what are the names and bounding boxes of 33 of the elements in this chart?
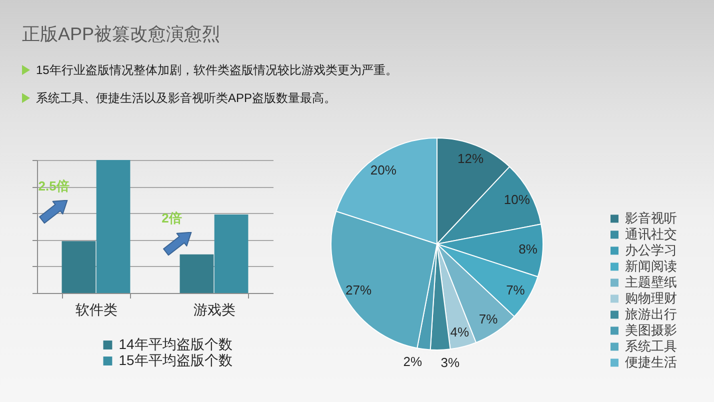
data-label: 4% (450, 324, 470, 340)
data-label: 8% (518, 242, 538, 257)
bar (180, 254, 214, 293)
data-label: 12% (458, 151, 484, 166)
legend-label: 旅游出行 (625, 306, 677, 322)
data-label: 7% (506, 282, 526, 298)
legend-label: 系统工具 (625, 338, 677, 354)
bar (214, 214, 248, 293)
data-label: 20% (370, 162, 397, 178)
legend-label: 便捷生活 (625, 354, 677, 370)
data-label: 10% (504, 192, 530, 208)
chart-subtitle: 15年行业盗版情况整体加剧，软件类盗版情况较比游戏类更为严重。 (36, 62, 398, 78)
legend-label: 15年平均盗版个数 (118, 352, 232, 368)
text: 系统工具、便捷生活以及影音视听类APP盗版数量最高。 (36, 90, 336, 106)
legend-label: 影音视听 (625, 210, 677, 226)
legend-label: 新闻阅读 (625, 258, 677, 274)
legend-label: 主题壁纸 (625, 274, 677, 290)
bar (96, 160, 130, 293)
legend-label: 办公学习 (625, 242, 677, 258)
data-label: 7% (478, 311, 498, 326)
x-tick-label: 软件类 (76, 302, 118, 318)
legend-label: 美图摄影 (625, 322, 677, 338)
legend-label: 购物理财 (625, 290, 677, 306)
annotation: 2.5倍 (38, 178, 70, 194)
x-tick-label: 游戏类 (194, 302, 236, 318)
legend-label: 14年平均盗版个数 (118, 336, 232, 352)
data-label: 27% (346, 282, 372, 298)
bar (62, 241, 96, 293)
data-label: 3% (440, 354, 460, 370)
annotation: 2倍 (162, 210, 182, 226)
data-label: 2% (403, 354, 423, 370)
chart-title: 正版APP被篡改愈演愈烈 (22, 23, 220, 45)
legend-label: 通讯社交 (625, 226, 677, 242)
